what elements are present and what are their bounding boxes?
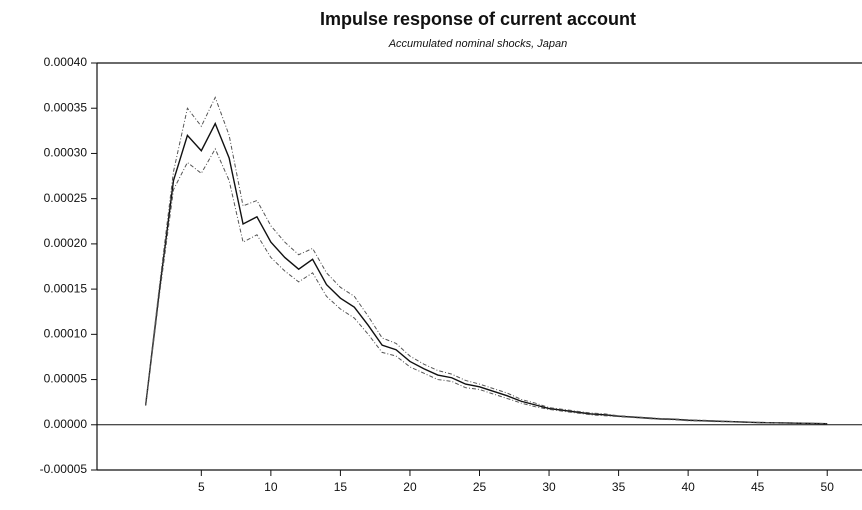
x-tick-label: 35 — [612, 480, 626, 494]
x-tick-label: 30 — [542, 480, 556, 494]
chart-subtitle: Accumulated nominal shocks, Japan — [388, 38, 568, 50]
x-tick-label: 45 — [751, 480, 765, 494]
line-series — [144, 121, 828, 425]
y-tick-label: 0.00025 — [44, 191, 88, 205]
x-tick-label: 50 — [821, 480, 835, 494]
y-tick-label: 0.00040 — [44, 55, 88, 69]
x-tick-label: 20 — [403, 480, 417, 494]
x-tick-label: 25 — [473, 480, 487, 494]
line-series — [145, 96, 828, 425]
y-tick-label: 0.00000 — [44, 417, 88, 431]
line-series — [145, 147, 828, 425]
y-tick-label: 0.00020 — [44, 236, 88, 250]
x-tick-label: 5 — [198, 480, 205, 494]
x-tick-label: 15 — [334, 480, 348, 494]
x-tick-label: 40 — [681, 480, 695, 494]
y-tick-label: 0.00005 — [44, 372, 88, 386]
y-tick-label: 0.00010 — [44, 327, 88, 341]
chart-title: Impulse response of current account — [320, 9, 636, 29]
y-tick-label: 0.00030 — [44, 146, 88, 160]
y-tick-label: -0.00005 — [40, 462, 88, 476]
y-tick-label: 0.00035 — [44, 100, 88, 114]
x-tick-label: 10 — [264, 480, 278, 494]
y-tick-label: 0.00015 — [44, 281, 88, 295]
